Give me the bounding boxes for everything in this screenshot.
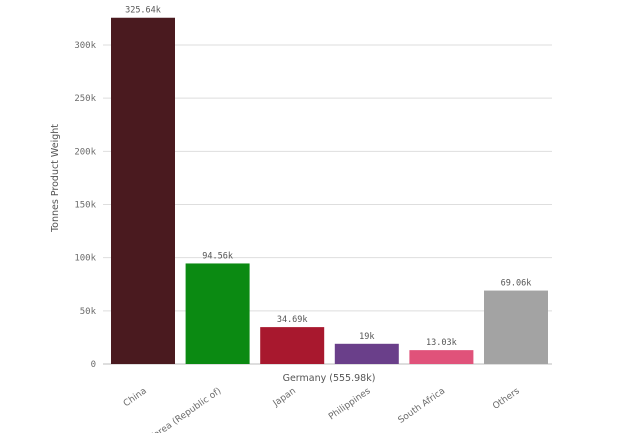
y-tick-label: 150k [74, 201, 96, 211]
y-tick-label: 250k [74, 94, 96, 104]
x-axis-title: Germany (555.98k) [283, 373, 376, 384]
y-axis-title: Tonnes Product Weight [50, 124, 61, 233]
bar [111, 17, 175, 365]
x-tick-label: Korea (Republic of) [148, 386, 224, 433]
data-label: 325.64k [125, 6, 161, 16]
data-label: 69.06k [501, 279, 532, 289]
y-tick-label: 0 [91, 360, 96, 370]
y-axis-ticks: 0 50k 100k 150k 200k 250k 300k [74, 41, 96, 370]
bar [185, 263, 250, 364]
x-tick-label: Philippines [327, 386, 373, 422]
y-tick-label: 300k [74, 41, 96, 51]
data-labels: 325.64k 94.56k 34.69k 19k 13.03k 69.06k [125, 6, 531, 348]
y-tick-label: 100k [74, 254, 96, 264]
bar [334, 343, 399, 364]
bars [111, 17, 548, 365]
bar [260, 327, 325, 364]
data-label: 94.56k [202, 251, 233, 261]
x-tick-label: China [122, 386, 149, 409]
gridlines [103, 44, 552, 365]
data-label: 19k [359, 332, 374, 342]
y-tick-label: 200k [74, 147, 96, 157]
data-label: 13.03k [426, 338, 457, 348]
bar [409, 350, 474, 364]
bar [484, 290, 548, 364]
x-tick-label: Japan [271, 386, 298, 409]
data-label: 34.69k [277, 315, 308, 325]
x-tick-label: Others [491, 386, 522, 412]
y-tick-label: 50k [80, 307, 97, 317]
x-tick-label: South Africa [397, 386, 448, 426]
